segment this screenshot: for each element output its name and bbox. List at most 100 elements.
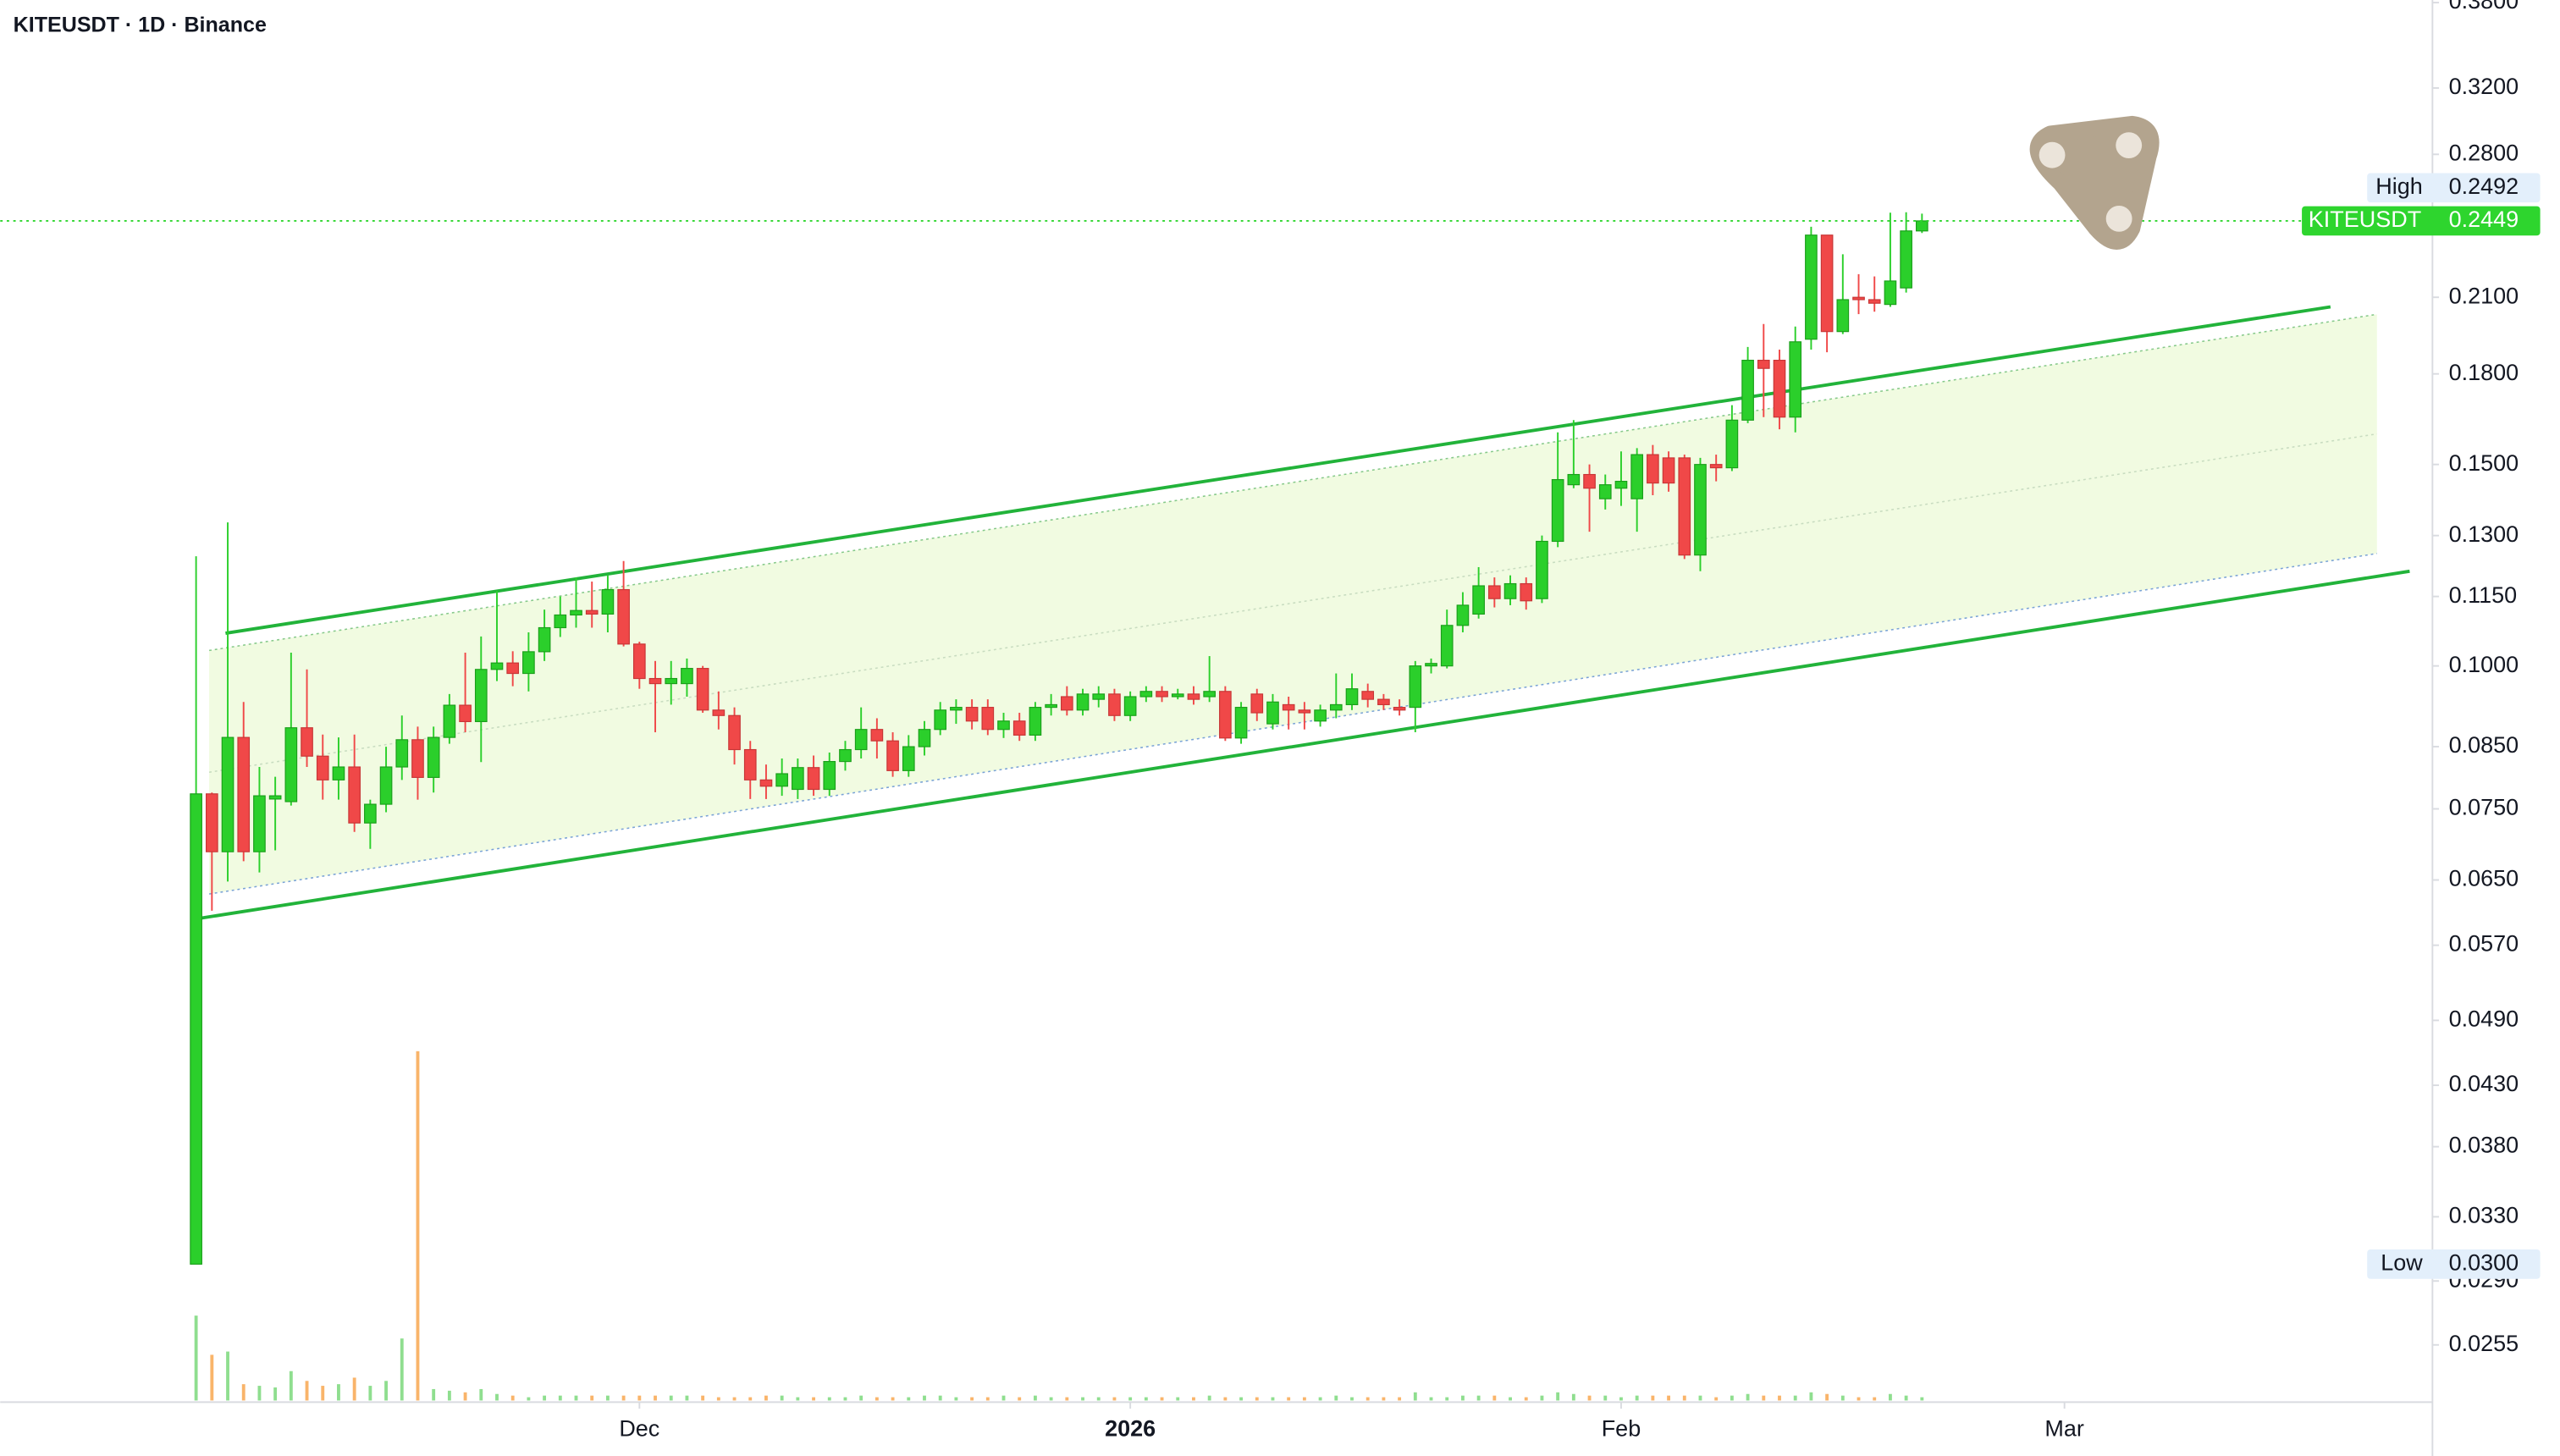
volume-bar <box>1192 1397 1195 1401</box>
candle-body <box>1045 703 1057 709</box>
x-tick-label: 2026 <box>1105 1415 1156 1441</box>
candle-body <box>1108 693 1121 716</box>
volume-bar <box>510 1395 515 1401</box>
candle-body <box>1029 707 1042 736</box>
volume-bar <box>1587 1395 1592 1401</box>
volume-bar <box>1524 1397 1528 1401</box>
volume-bar <box>874 1397 879 1401</box>
volume-bar <box>1413 1392 1417 1401</box>
y-tick-label: 0.0490 <box>2449 1007 2519 1032</box>
candle-body <box>284 727 298 802</box>
x-tick-label: Mar <box>2044 1415 2083 1441</box>
volume-bar <box>1445 1397 1449 1401</box>
volume-bar <box>1065 1397 1069 1401</box>
candle-body <box>1678 457 1691 556</box>
volume-bar <box>1492 1395 1497 1401</box>
volume-bar <box>1714 1397 1719 1401</box>
volume-bar <box>1476 1395 1481 1401</box>
volume-bar <box>321 1386 325 1401</box>
y-tick-label: 0.1300 <box>2449 521 2519 547</box>
volume-bar <box>780 1395 784 1401</box>
volume-bar <box>970 1397 974 1401</box>
volume-bar <box>1287 1397 1291 1401</box>
candle-body <box>775 773 788 787</box>
volume-bar <box>337 1384 340 1401</box>
volume-bar <box>1904 1395 1908 1401</box>
volume-bar <box>748 1397 753 1401</box>
candle-body <box>1361 691 1375 700</box>
volume-bar <box>1619 1397 1623 1401</box>
volume-bar <box>1793 1395 1797 1401</box>
volume-bar <box>859 1395 863 1401</box>
volume-bar <box>1049 1397 1053 1401</box>
candle-body <box>1425 663 1437 667</box>
candle-body <box>253 795 266 852</box>
candle-body <box>1868 299 1881 304</box>
volume-bar <box>257 1386 262 1401</box>
candle-body <box>1820 234 1834 333</box>
candle-body <box>1884 280 1897 306</box>
volume-bar <box>241 1384 246 1401</box>
candle-body <box>1551 478 1564 543</box>
volume-bar <box>1635 1395 1639 1401</box>
volume-bar <box>226 1351 229 1401</box>
volume-bar <box>1207 1395 1211 1401</box>
widget-dot <box>2105 205 2132 232</box>
volume-bar <box>1271 1397 1275 1401</box>
candle-body <box>728 714 741 751</box>
y-tick-label: 0.2100 <box>2449 283 2519 308</box>
y-tick-label: 0.1000 <box>2449 652 2519 677</box>
candle-body <box>1725 419 1739 469</box>
widget-dot <box>2039 141 2066 168</box>
volume-bar <box>194 1315 198 1401</box>
candle-body <box>1187 693 1200 700</box>
volume-bar <box>1144 1397 1148 1401</box>
candle-body <box>807 767 820 791</box>
volume-bar <box>1509 1397 1512 1401</box>
volume-bar <box>1176 1397 1180 1401</box>
volume-bar <box>543 1395 547 1401</box>
candle-body <box>205 793 218 852</box>
candle-body <box>965 707 979 722</box>
volume-bar <box>1667 1395 1671 1401</box>
floating-widget[interactable] <box>2029 115 2160 250</box>
range-label-value: 0.0300 <box>2449 1249 2519 1275</box>
volume-bar <box>654 1395 657 1401</box>
volume-bar <box>1762 1395 1766 1401</box>
candle-body <box>1250 693 1264 714</box>
volume-bar <box>495 1393 499 1401</box>
volume-bar <box>701 1395 705 1401</box>
candle-body <box>1598 484 1612 499</box>
candle-body <box>1567 473 1581 486</box>
volume-bar <box>954 1397 958 1401</box>
volume-bar <box>1540 1395 1544 1401</box>
candle-body <box>1092 693 1106 700</box>
candle-body <box>395 739 409 768</box>
candle-body <box>1630 454 1643 499</box>
volume-bar <box>1018 1397 1022 1401</box>
y-tick-label: 0.3800 <box>2449 0 2519 14</box>
candle-body <box>1520 582 1533 602</box>
y-tick-label: 0.0255 <box>2449 1331 2519 1356</box>
volume-bar <box>1429 1397 1433 1401</box>
candle-body <box>459 704 472 723</box>
candle-body <box>743 748 757 780</box>
volume-bar <box>305 1381 309 1401</box>
volume-bar <box>590 1395 594 1401</box>
candle-body <box>1614 481 1628 489</box>
volume-bar <box>938 1395 942 1401</box>
volume-bar <box>1160 1397 1164 1401</box>
x-tick-label: Feb <box>1602 1415 1641 1441</box>
volume-bar <box>985 1397 990 1401</box>
volume-bar <box>1255 1397 1259 1401</box>
candle-body <box>712 709 726 716</box>
volume-bar <box>812 1397 815 1401</box>
volume-bar <box>605 1395 610 1401</box>
candle-body <box>617 588 630 645</box>
channel-fill <box>209 314 2377 895</box>
range-label-bg <box>2367 173 2541 203</box>
candle-body <box>1440 625 1454 667</box>
candle-body <box>934 709 947 731</box>
candle-body <box>1741 360 1754 421</box>
volume-bar <box>621 1395 626 1401</box>
